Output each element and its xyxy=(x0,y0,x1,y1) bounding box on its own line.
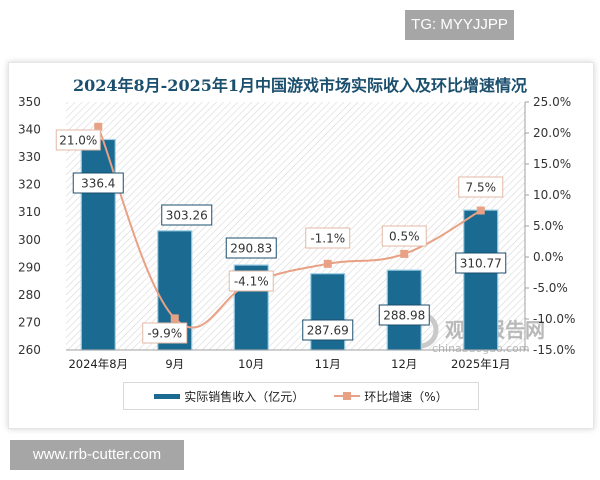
x-axis: 2024年8月 9月 10月 11月 12月 2025年1月 xyxy=(68,357,510,371)
y-right-tick: -5.0% xyxy=(533,281,568,295)
data-label: 336.4 xyxy=(72,172,124,194)
watermark-tg: TG: MYYJJPP xyxy=(405,10,514,40)
line-marker xyxy=(400,249,409,258)
y-right-tick: 5.0% xyxy=(533,219,564,233)
x-tick: 2024年8月 xyxy=(68,357,128,371)
line-marker xyxy=(476,206,485,215)
svg-text:303.26: 303.26 xyxy=(166,209,208,223)
y-right-tick: 15.0% xyxy=(533,157,571,171)
y-left-tick: 270 xyxy=(18,315,41,329)
data-label: -1.1% xyxy=(305,227,351,249)
data-label: -4.1% xyxy=(228,270,274,292)
y-left-tick: 290 xyxy=(18,260,41,274)
y-left-tick: 310 xyxy=(18,205,41,219)
y-right-tick: 25.0% xyxy=(533,95,571,109)
svg-text:0.5%: 0.5% xyxy=(389,230,420,244)
y-left-tick: 300 xyxy=(18,233,41,247)
data-label: -9.9% xyxy=(142,322,188,344)
legend-item-revenue: 实际销售收入（亿元） xyxy=(154,388,304,405)
legend-label-revenue: 实际销售收入（亿元） xyxy=(184,389,305,404)
svg-text:336.4: 336.4 xyxy=(81,177,115,191)
svg-text:-9.9%: -9.9% xyxy=(147,327,182,341)
svg-text:290.83: 290.83 xyxy=(230,242,272,256)
legend-label-growth: 环比增速（%） xyxy=(364,389,448,404)
x-tick: 10月 xyxy=(238,357,264,371)
svg-text:287.69: 287.69 xyxy=(307,324,349,338)
y-axis-right: 25.0% 20.0% 15.0% 10.0% 5.0% 0.0% -5.0% -10.0% -… xyxy=(525,95,575,357)
legend-item-growth: 环比增速（%） xyxy=(334,388,448,405)
y-right-tick: -10.0% xyxy=(533,312,575,326)
y-left-tick: 260 xyxy=(18,343,41,357)
line-marker xyxy=(323,259,332,268)
watermark-site: www.rrb-cutter.com xyxy=(10,440,184,470)
bar xyxy=(80,138,116,351)
svg-text:288.98: 288.98 xyxy=(383,309,425,323)
y-axis-left: 350 340 330 320 310 300 290 280 270 260 xyxy=(18,95,41,357)
x-tick: 9月 xyxy=(165,357,184,371)
y-left-tick: 330 xyxy=(18,150,41,164)
y-right-tick: 0.0% xyxy=(533,250,564,264)
x-tick: 11月 xyxy=(315,357,341,371)
x-tick: 12月 xyxy=(391,357,417,371)
data-label: 0.5% xyxy=(381,225,427,247)
data-label: 288.98 xyxy=(378,304,430,326)
x-tick: 2025年1月 xyxy=(451,357,511,371)
line-marker xyxy=(94,122,103,131)
y-left-tick: 340 xyxy=(18,123,41,137)
svg-text:310.77: 310.77 xyxy=(460,257,502,271)
data-label: 287.69 xyxy=(302,319,354,341)
bar xyxy=(463,209,499,351)
svg-text:21.0%: 21.0% xyxy=(59,134,97,148)
chart-legend: 实际销售收入（亿元） 环比增速（%） xyxy=(123,382,479,410)
data-label: 303.26 xyxy=(161,204,213,226)
chart-title: 2024年8月-2025年1月中国游戏市场实际收入及环比增速情况 xyxy=(73,76,527,95)
y-right-tick: -15.0% xyxy=(533,343,575,357)
line-marker xyxy=(170,314,179,323)
data-label: 310.77 xyxy=(455,252,507,274)
y-left-tick: 350 xyxy=(18,95,41,109)
y-right-tick: 20.0% xyxy=(533,126,571,140)
data-label: 7.5% xyxy=(458,176,504,198)
y-left-tick: 320 xyxy=(18,178,41,192)
bar-swatch-icon xyxy=(154,393,181,399)
y-left-tick: 280 xyxy=(18,288,41,302)
svg-text:7.5%: 7.5% xyxy=(466,181,497,195)
data-labels: 336.4 303.26 290.83 287.69 288.98 310.77 21.0%… xyxy=(55,129,507,344)
data-label: 290.83 xyxy=(225,237,277,259)
plot-area-background xyxy=(66,102,525,350)
y-right-tick: 10.0% xyxy=(533,188,571,202)
data-label: 21.0% xyxy=(55,129,101,151)
svg-text:-4.1%: -4.1% xyxy=(234,275,269,289)
line-swatch-icon xyxy=(334,392,361,400)
svg-text:-1.1%: -1.1% xyxy=(310,232,345,246)
